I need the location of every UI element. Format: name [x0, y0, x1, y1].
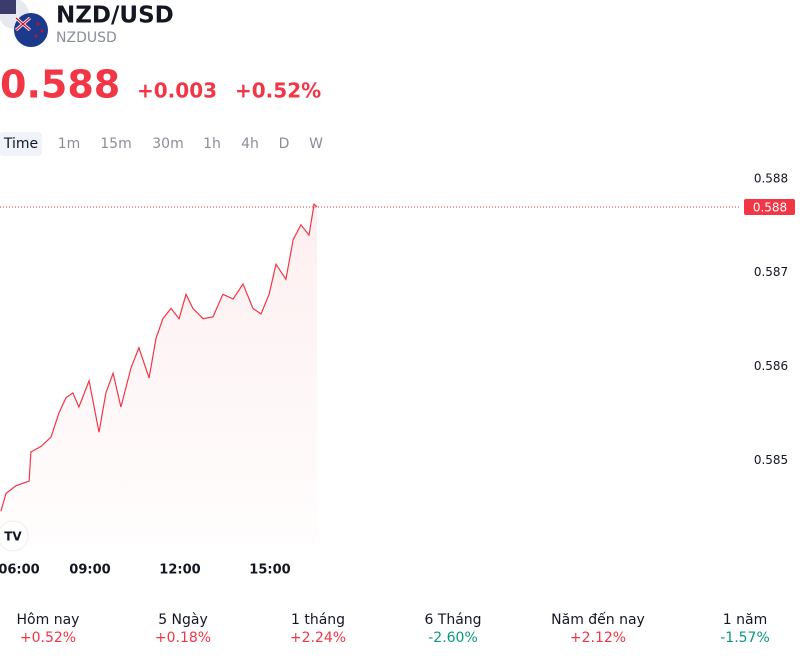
- timeframe-button[interactable]: W: [309, 136, 323, 152]
- flag-icon: [0, 0, 48, 47]
- tv-logo: TV: [0, 520, 29, 552]
- period-label[interactable]: Năm đến nay: [551, 611, 645, 628]
- period-change: +2.12%: [570, 630, 626, 646]
- period-change: +0.18%: [155, 630, 211, 646]
- last-price-label: 0.588: [753, 200, 787, 214]
- last-price-badge: [744, 198, 795, 215]
- period-label[interactable]: Hôm nay: [17, 612, 80, 628]
- svg-text:TV: TV: [4, 530, 22, 544]
- timeframe-button[interactable]: 4h: [241, 136, 259, 152]
- timeframe-button[interactable]: Time: [3, 136, 38, 152]
- symbol: NZDUSD: [56, 30, 117, 46]
- price-line: [0, 202, 318, 512]
- y-tick-label: 0.585: [754, 453, 788, 467]
- active-tab-bg: [0, 132, 42, 156]
- y-tick-label: 0.586: [754, 359, 788, 373]
- x-tick-label: 12:00: [159, 563, 200, 578]
- period-change: -2.60%: [428, 630, 478, 646]
- timeframe-button[interactable]: D: [279, 136, 290, 152]
- y-tick-label: 0.588: [754, 171, 788, 185]
- y-tick-label: 0.587: [754, 265, 788, 279]
- timeframe-button[interactable]: 15m: [100, 136, 131, 152]
- x-tick-label: 09:00: [69, 563, 110, 578]
- change-percent: +0.52%: [235, 79, 321, 103]
- period-label[interactable]: 6 Tháng: [424, 612, 481, 628]
- period-label[interactable]: 1 năm: [723, 612, 767, 628]
- period-change: +2.24%: [290, 630, 346, 646]
- timeframe-button[interactable]: 1h: [203, 136, 221, 152]
- x-tick-label: 15:00: [249, 563, 290, 578]
- period-label[interactable]: 1 tháng: [291, 612, 345, 628]
- period-label[interactable]: 5 Ngày: [158, 612, 208, 628]
- timeframe-button[interactable]: 1m: [58, 136, 81, 152]
- title: NZD/USD: [56, 3, 174, 29]
- area-fill: [0, 204, 318, 545]
- timeframe-button[interactable]: 30m: [152, 136, 183, 152]
- x-tick-label: 06:00: [0, 563, 40, 578]
- price: 0.588: [0, 63, 120, 107]
- period-change: +0.52%: [20, 630, 76, 646]
- change: +0.003: [137, 79, 217, 103]
- period-change: -1.57%: [720, 630, 770, 646]
